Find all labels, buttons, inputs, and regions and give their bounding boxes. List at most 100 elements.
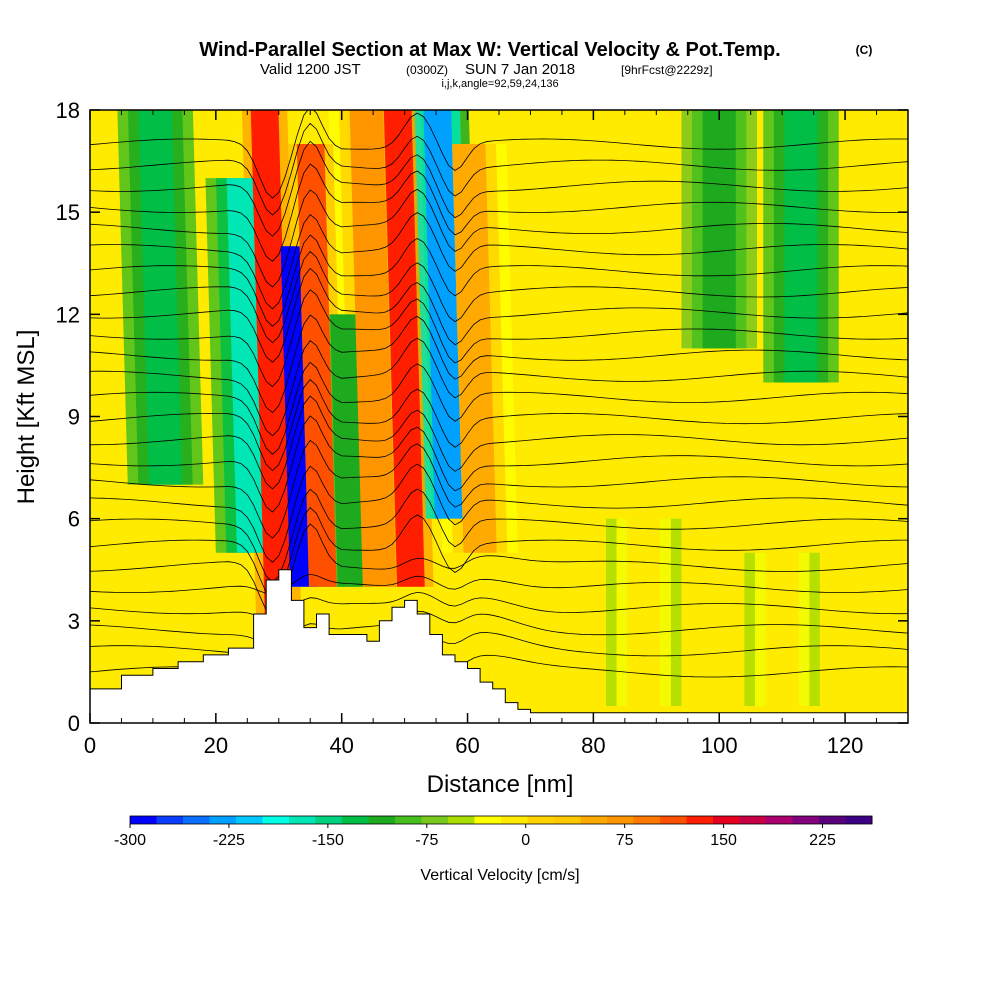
- theta-contour-10: [90, 415, 908, 513]
- colorbar-swatch: [607, 816, 634, 824]
- theta-contours: [90, 110, 908, 684]
- colorbar-swatch: [315, 816, 343, 824]
- x-tick-label: 40: [329, 733, 353, 758]
- params-text: i,j,k,angle=92,59,24,136: [441, 78, 558, 90]
- y-tick-label: 18: [56, 98, 80, 123]
- theta-contour-24: [90, 122, 908, 216]
- theta-contour-21: [90, 188, 908, 288]
- chart-title: Wind-Parallel Section at Max W: Vertical…: [199, 39, 780, 61]
- colorbar-tick-label: 150: [710, 832, 737, 849]
- colorbar-label: Vertical Velocity [cm/s]: [420, 867, 579, 884]
- x-tick-label: 100: [701, 733, 738, 758]
- theta-contour-12: [90, 379, 908, 472]
- colorbar-tick-label: 0: [521, 832, 530, 849]
- colorbar-tick-label: -150: [312, 832, 344, 849]
- theta-contour-5: [90, 523, 908, 617]
- y-tick-label: 9: [68, 405, 80, 430]
- colorbar: -300 -225 -150 -75 0 75 150 225: [114, 815, 873, 849]
- colorbar-swatch: [209, 816, 237, 824]
- title-block: Wind-Parallel Section at Max W: Vertical…: [199, 39, 872, 90]
- y-tick-label: 15: [56, 200, 80, 225]
- w-plume-11-0: [784, 110, 818, 383]
- colorbar-swatch: [130, 816, 157, 824]
- theta-contour-9: [90, 439, 908, 539]
- theta-contour-8: [90, 463, 908, 563]
- theta-contour-7: [90, 488, 908, 583]
- colorbar-swatch: [368, 816, 396, 824]
- colorbar-swatch: [342, 816, 369, 824]
- theta-contour-25: [90, 110, 908, 199]
- colorbar-tick-label: -75: [415, 832, 438, 849]
- x-axis-label: Distance [nm]: [427, 771, 574, 798]
- colorbar-tick-label: 75: [616, 832, 634, 849]
- theta-contour-15: [90, 314, 908, 414]
- colorbar-swatch: [236, 816, 263, 824]
- w-plume-0-0: [138, 110, 183, 485]
- theta-contour-3: [90, 591, 908, 621]
- theta-contour-11: [90, 395, 908, 490]
- colorbar-swatch: [819, 816, 846, 824]
- colorbar-swatch: [262, 816, 290, 824]
- colorbar-swatch: [474, 816, 502, 824]
- y-axis-label: Height [Kft MSL]: [13, 330, 40, 505]
- theta-contour-23: [90, 140, 908, 237]
- colorbar-swatch: [183, 816, 210, 824]
- theta-contour-14: [90, 337, 908, 437]
- colorbar-swatch: [713, 816, 740, 824]
- y-tick-label: 3: [68, 609, 80, 634]
- theta-contour-1: [90, 632, 908, 667]
- theta-contour-19: [90, 234, 908, 327]
- w-plume-7-0: [383, 110, 425, 587]
- x-tick-label: 80: [581, 733, 605, 758]
- w-plume-6-0: [349, 110, 397, 587]
- colorbar-swatch: [156, 816, 184, 824]
- theta-contour-2: [90, 611, 908, 646]
- w-plume-12-0: [627, 518, 661, 706]
- title-badge: (C): [856, 43, 873, 57]
- colorbar-swatch: [554, 816, 581, 824]
- w-plume-13-0: [765, 552, 799, 706]
- subtitle-prefix: Valid 1200 JST: [260, 61, 361, 78]
- theta-contour-22: [90, 163, 908, 262]
- w-plume-2-0: [250, 110, 293, 621]
- colorbar-tick-label: -225: [213, 832, 245, 849]
- axes: 0 20 40 60 80 100 120 0 3 6 9 12 15 18: [56, 98, 909, 758]
- theta-contour-6: [90, 507, 908, 600]
- colorbar-swatch: [845, 816, 873, 824]
- colorbar-swatch: [739, 816, 767, 824]
- colorbar-swatch: [766, 816, 793, 824]
- colorbar-swatch: [580, 816, 608, 824]
- x-tick-label: 120: [827, 733, 864, 758]
- x-tick-label: 20: [204, 733, 228, 758]
- y-tick-label: 0: [68, 711, 80, 736]
- subtitle-utc: (0300Z): [406, 63, 448, 77]
- colorbar-swatch: [660, 816, 687, 824]
- theta-contour-20: [90, 212, 908, 310]
- colorbar-swatch: [686, 816, 714, 824]
- w-plume-4-0: [296, 144, 337, 587]
- colorbar-frame: [129, 815, 873, 825]
- theta-contour-16: [90, 289, 908, 388]
- theta-contour-18: [90, 250, 908, 344]
- subtitle-forecast: [9hrFcst@2229z]: [621, 63, 713, 77]
- plot-area: [90, 110, 908, 723]
- colorbar-swatch: [792, 816, 820, 824]
- theta-contour-4: [90, 573, 908, 595]
- y-tick-label: 12: [56, 302, 80, 327]
- colorbar-swatch: [421, 816, 449, 824]
- x-tick-label: 60: [455, 733, 479, 758]
- theta-contour-13: [90, 361, 908, 455]
- colorbar-swatch: [395, 816, 422, 824]
- y-tick-label: 6: [68, 507, 80, 532]
- w-plume-9-0: [452, 144, 497, 553]
- terrain: [90, 569, 908, 723]
- theta-contour-17: [90, 267, 908, 363]
- colorbar-tick-label: 225: [809, 832, 836, 849]
- vertical-velocity-field: [117, 110, 839, 706]
- w-plume-10-0: [702, 110, 736, 349]
- colorbar-swatch: [448, 816, 475, 824]
- colorbar-swatch: [633, 816, 661, 824]
- colorbar-tick-label: -300: [114, 832, 146, 849]
- subtitle-date: SUN 7 Jan 2018: [465, 61, 575, 78]
